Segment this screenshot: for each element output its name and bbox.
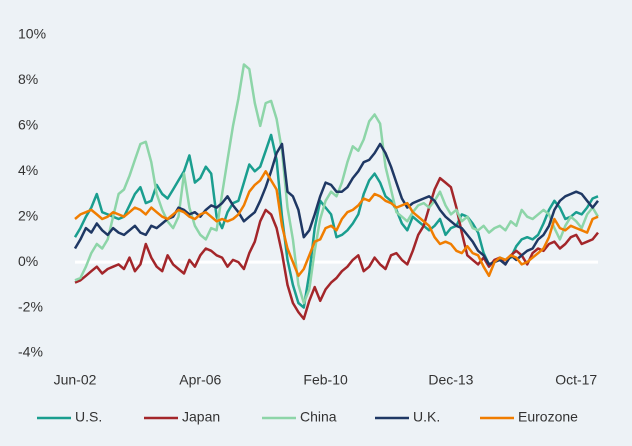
y-tick-label: 6% (18, 117, 38, 133)
legend-label: Eurozone (518, 409, 578, 425)
legend-label: Japan (182, 409, 220, 425)
legend-label: China (300, 409, 337, 425)
y-tick-label: 4% (18, 162, 38, 178)
y-tick-label: 10% (18, 26, 46, 42)
legend-label: U.K. (413, 409, 440, 425)
x-tick-label: Dec-13 (428, 372, 473, 388)
x-tick-label: Feb-10 (303, 372, 348, 388)
x-tick-label: Oct-17 (555, 372, 597, 388)
y-tick-label: -4% (18, 344, 43, 360)
series-line (74, 170, 599, 278)
y-tick-label: -2% (18, 298, 43, 314)
x-tick-label: Jun-02 (54, 372, 97, 388)
x-tick-label: Apr-06 (179, 372, 221, 388)
series-line (74, 63, 600, 305)
y-tick-label: 2% (18, 207, 38, 223)
y-tick-label: 8% (18, 71, 38, 87)
legend-label: U.S. (75, 409, 102, 425)
y-tick-label: 0% (18, 253, 38, 269)
